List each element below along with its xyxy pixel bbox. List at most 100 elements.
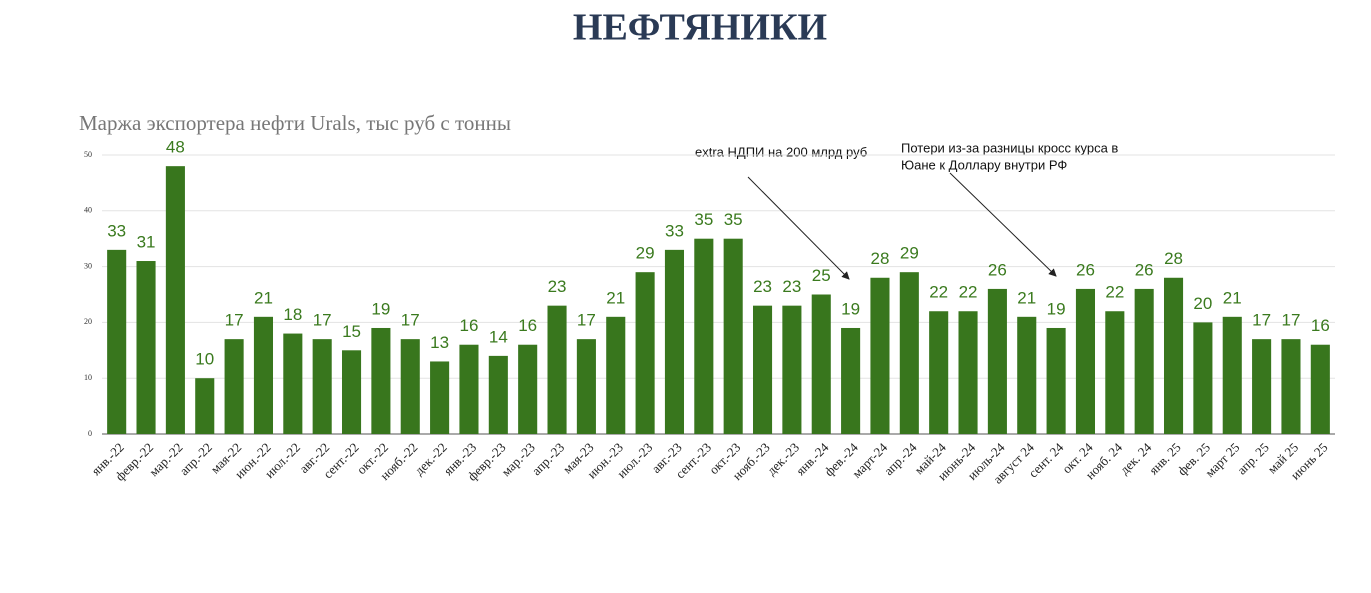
bar (341, 350, 362, 434)
bar (1075, 288, 1096, 434)
bar (987, 288, 1007, 434)
value-label: 16 (460, 316, 479, 335)
value-label: 21 (1017, 288, 1036, 307)
value-label: 33 (665, 221, 684, 240)
value-label: 20 (1193, 294, 1212, 313)
bar (1222, 316, 1242, 434)
bar (224, 339, 244, 434)
x-tick-label: апр.-22 (176, 440, 215, 479)
page-title: НЕФТЯНИКИ (573, 7, 827, 49)
bar (576, 339, 596, 434)
value-label: 17 (313, 311, 332, 330)
value-label: 17 (225, 311, 244, 330)
bar (1046, 327, 1066, 434)
y-tick-label: 50 (84, 150, 92, 159)
bar (958, 311, 978, 434)
value-label: 29 (900, 244, 919, 263)
bar (518, 344, 538, 434)
annotation: Потери из-за разницы кросс курса в (901, 140, 1118, 155)
value-label: 26 (1076, 260, 1095, 279)
value-label: 22 (1105, 283, 1124, 302)
value-label: 22 (929, 283, 948, 302)
value-label: 21 (606, 288, 625, 307)
value-label: 14 (489, 327, 508, 346)
bar (899, 272, 919, 434)
bar (1193, 322, 1213, 434)
bar (1105, 311, 1125, 434)
bar (1163, 277, 1184, 434)
value-label: 16 (1311, 316, 1330, 335)
value-label: 48 (166, 138, 185, 157)
annotation-arrow (949, 172, 1057, 277)
value-label: 28 (871, 249, 890, 268)
x-tick-label: дек. 24 (1117, 439, 1155, 477)
bar (1134, 288, 1154, 434)
value-label: 21 (254, 288, 273, 307)
bar (635, 272, 655, 434)
value-label: 31 (137, 233, 156, 252)
value-label: 26 (1135, 260, 1154, 279)
bar (195, 378, 215, 434)
annotation-arrow (747, 176, 850, 280)
bar (606, 316, 626, 434)
value-label: 23 (548, 277, 567, 296)
bar (841, 327, 861, 434)
bar (752, 305, 773, 434)
y-tick-label: 0 (88, 429, 92, 438)
y-tick-label: 10 (84, 373, 92, 382)
x-tick-label: апр. 25 (1234, 440, 1272, 478)
value-label: 25 (812, 266, 831, 285)
x-tick-label: апр.-24 (881, 439, 920, 478)
chart-title: Маржа экспортера нефти Urals, тыс руб с … (79, 111, 511, 135)
bar (283, 333, 303, 434)
bar (107, 249, 127, 434)
bar (371, 327, 391, 434)
value-label: 23 (782, 277, 801, 296)
bar (870, 277, 890, 434)
value-label: 35 (694, 210, 713, 229)
bar (253, 316, 274, 434)
bar (723, 238, 743, 434)
annotation: extra НДПИ на 200 млрд руб (695, 144, 867, 159)
bar (430, 361, 450, 434)
value-label: 19 (841, 299, 860, 318)
value-label: 28 (1164, 249, 1183, 268)
value-label: 21 (1223, 288, 1242, 307)
value-label: 16 (518, 316, 537, 335)
bar (929, 311, 949, 434)
y-tick-label: 30 (84, 261, 92, 270)
y-tick-label: 20 (84, 317, 92, 326)
bar (694, 238, 714, 434)
value-label: 17 (1252, 311, 1271, 330)
bar (664, 249, 685, 434)
bar (400, 339, 420, 434)
value-label: 17 (577, 311, 596, 330)
value-label: 26 (988, 260, 1007, 279)
bar (547, 305, 567, 434)
value-label: 22 (959, 283, 978, 302)
bar (1281, 339, 1301, 434)
x-tick-label: мар.-22 (146, 440, 186, 480)
bar (459, 344, 479, 434)
y-tick-label: 40 (84, 206, 92, 215)
bar (165, 166, 185, 434)
value-label: 17 (1282, 311, 1301, 330)
value-label: 10 (195, 350, 214, 369)
bar (312, 339, 332, 434)
bar (782, 305, 802, 434)
value-label: 19 (1047, 299, 1066, 318)
value-label: 23 (753, 277, 772, 296)
value-label: 29 (636, 244, 655, 263)
value-label: 18 (283, 305, 302, 324)
bar (136, 261, 156, 434)
value-label: 17 (401, 311, 420, 330)
bar (811, 294, 831, 434)
bar (1017, 316, 1037, 434)
value-label: 19 (371, 299, 390, 318)
x-tick-label: мар.-23 (498, 440, 538, 480)
value-label: 35 (724, 210, 743, 229)
annotation: Юане к Доллару внутри РФ (901, 157, 1067, 172)
value-label: 15 (342, 322, 361, 341)
